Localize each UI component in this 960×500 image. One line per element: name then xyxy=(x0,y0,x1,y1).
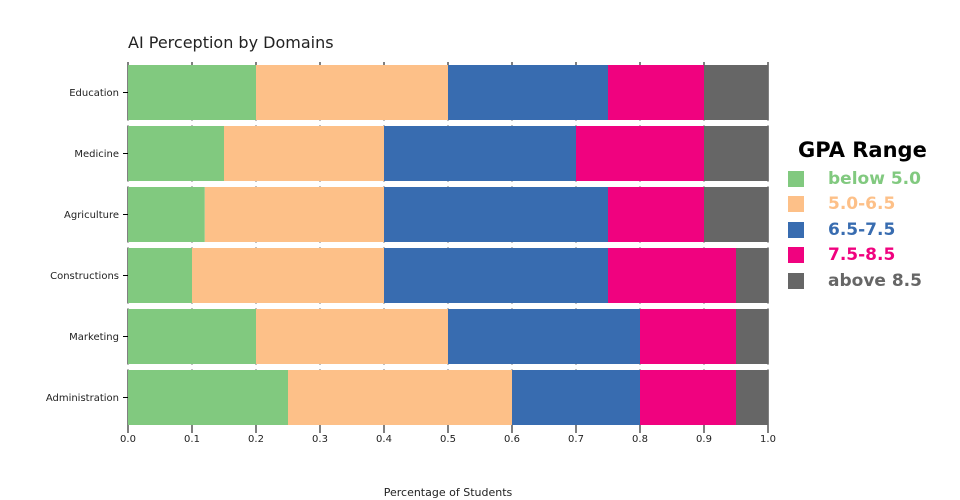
x-tick-label: 0.7 xyxy=(568,434,584,445)
legend-swatch xyxy=(788,221,804,238)
bar-segment xyxy=(128,370,288,425)
bar-segment xyxy=(608,187,704,242)
legend-item: 6.5-7.5 xyxy=(788,217,927,243)
y-category-label: Agriculture xyxy=(64,210,119,221)
legend-item: above 8.5 xyxy=(788,268,927,294)
legend-title: GPA Range xyxy=(798,138,927,162)
y-axis-labels: Education Medicine Agriculture Construction… xyxy=(46,88,128,404)
x-tick-label: 0.5 xyxy=(440,434,456,445)
bar-segment xyxy=(448,309,640,364)
legend-item: 7.5-8.5 xyxy=(788,243,927,269)
legend: GPA Range below 5.0 5.0-6.5 6.5-7.5 7.5-8.5… xyxy=(788,138,927,294)
x-axis-title: Percentage of Students xyxy=(383,486,513,499)
legend-swatch xyxy=(788,170,804,187)
bar-segment xyxy=(608,248,736,303)
bar-segment xyxy=(256,309,448,364)
x-tick-label: 0.8 xyxy=(632,434,648,445)
bar-segment xyxy=(192,248,384,303)
bar-segment xyxy=(448,65,608,120)
x-tick-label: 0.1 xyxy=(184,434,200,445)
y-category-label: Education xyxy=(69,88,119,99)
bars xyxy=(128,65,768,425)
x-tick-label: 0.3 xyxy=(312,434,328,445)
bar-segment xyxy=(128,65,256,120)
bar-segment xyxy=(384,126,576,181)
legend-item: below 5.0 xyxy=(788,166,927,192)
legend-label: above 8.5 xyxy=(828,270,922,291)
bar-segment xyxy=(128,309,256,364)
legend-item: 5.0-6.5 xyxy=(788,192,927,218)
legend-swatch xyxy=(788,247,804,264)
y-category-label: Medicine xyxy=(74,149,119,160)
row-gap xyxy=(127,120,769,126)
row-gap xyxy=(127,303,769,309)
bar-segment xyxy=(736,248,768,303)
bar-segment xyxy=(288,370,512,425)
bar-segment xyxy=(736,309,768,364)
legend-label: below 5.0 xyxy=(828,168,921,189)
row-gap xyxy=(127,242,769,248)
y-category-label: Marketing xyxy=(69,332,119,343)
y-category-label: Administration xyxy=(46,393,119,404)
chart-title: AI Perception by Domains xyxy=(128,33,334,52)
bar-segment xyxy=(640,370,736,425)
x-tick-label: 0.0 xyxy=(120,434,136,445)
bar-segment xyxy=(736,370,768,425)
bar-segment xyxy=(608,65,704,120)
row-gap xyxy=(127,364,769,370)
legend-label: 7.5-8.5 xyxy=(828,245,896,266)
row-separators xyxy=(127,120,769,370)
bar-segment xyxy=(704,126,768,181)
bar-segment xyxy=(384,187,608,242)
x-tick-label: 0.6 xyxy=(504,434,520,445)
legend-label: 5.0-6.5 xyxy=(828,194,896,215)
legend-swatch xyxy=(788,272,804,289)
bar-segment xyxy=(204,187,384,242)
legend-swatch xyxy=(788,196,804,213)
x-axis-ticks: 0.0 0.1 0.2 0.3 0.4 0.5 0.6 0.7 0.8 0.9 1.0 xyxy=(120,434,776,445)
y-category-label: Constructions xyxy=(50,271,119,282)
bar-segment xyxy=(256,65,448,120)
bar-segment xyxy=(576,126,704,181)
x-tick-label: 1.0 xyxy=(760,434,776,445)
legend-label: 6.5-7.5 xyxy=(828,219,896,240)
bar-segment xyxy=(704,187,768,242)
legend-items: below 5.0 5.0-6.5 6.5-7.5 7.5-8.5 above 8.5 xyxy=(788,166,927,294)
bar-segment xyxy=(224,126,384,181)
x-tick-label: 0.9 xyxy=(696,434,712,445)
row-gap xyxy=(127,181,769,187)
x-tick-label: 0.2 xyxy=(248,434,264,445)
bar-segment xyxy=(512,370,640,425)
bar-segment xyxy=(128,126,224,181)
x-tick-label: 0.4 xyxy=(376,434,392,445)
bar-segment xyxy=(704,65,768,120)
bar-segment xyxy=(128,248,192,303)
bar-segment xyxy=(640,309,736,364)
bar-segment xyxy=(384,248,608,303)
bar-segment xyxy=(128,187,205,242)
